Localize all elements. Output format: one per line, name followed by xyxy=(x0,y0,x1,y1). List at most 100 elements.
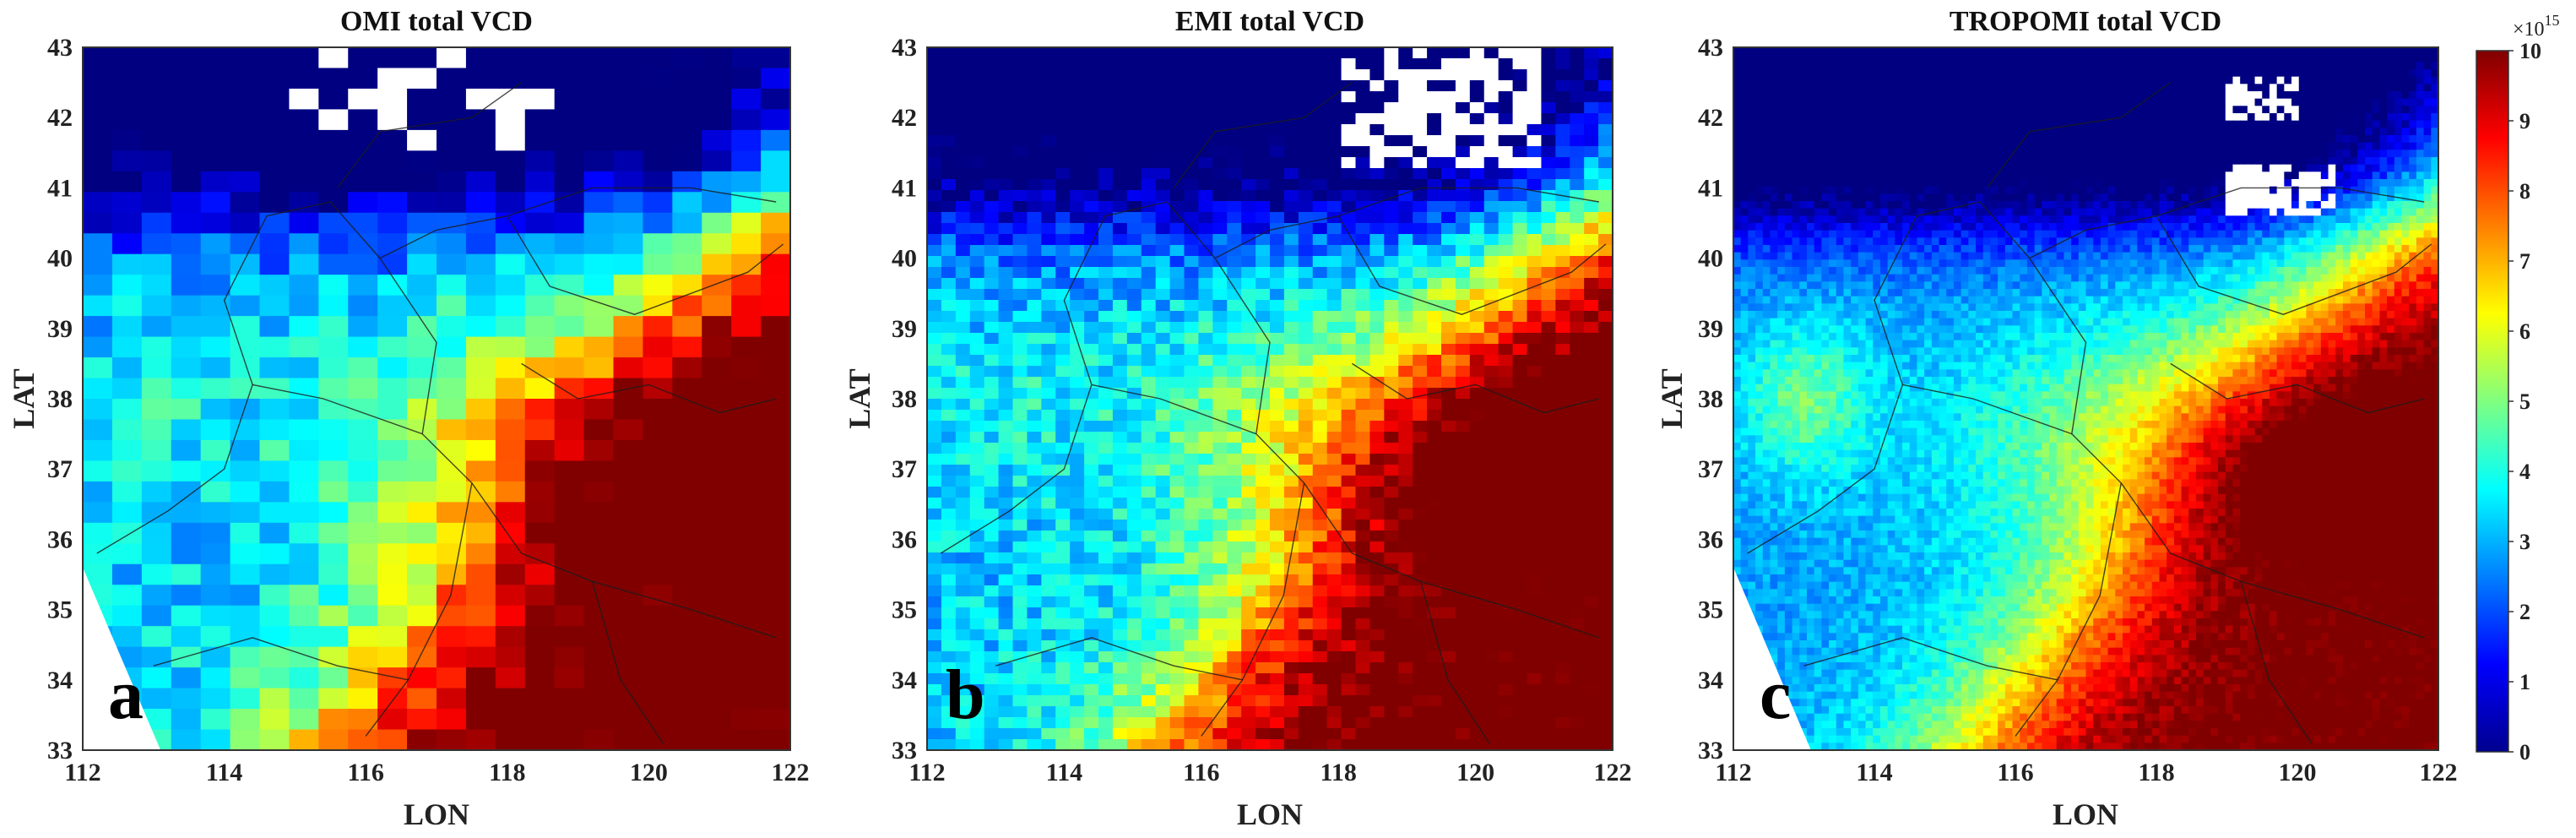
heatmap-cell xyxy=(1990,84,1998,92)
heatmap-cell xyxy=(1326,498,1342,509)
heatmap-cell xyxy=(141,316,172,338)
heatmap-cell xyxy=(2100,113,2109,122)
heatmap-cell xyxy=(1398,673,1413,685)
heatmap-cell xyxy=(2137,76,2145,85)
heatmap-cell xyxy=(969,432,985,443)
heatmap-cell xyxy=(1084,278,1099,290)
heatmap-cell xyxy=(1512,585,1528,597)
heatmap-cell xyxy=(1283,201,1299,213)
heatmap-cell xyxy=(495,109,526,131)
heatmap-cell xyxy=(1427,629,1442,641)
heatmap-cell xyxy=(1098,333,1114,345)
heatmap-cell xyxy=(1326,465,1342,476)
heatmap-cell xyxy=(1212,190,1228,202)
heatmap-cell xyxy=(2203,62,2212,70)
heatmap-cell xyxy=(1169,47,1185,59)
heatmap-cell xyxy=(1355,454,1371,465)
heatmap-cell xyxy=(1227,201,1242,213)
heatmap-cell xyxy=(761,109,790,131)
heatmap-cell xyxy=(2085,69,2094,78)
heatmap-cell xyxy=(200,233,231,255)
heatmap-cell xyxy=(643,439,674,462)
heatmap-cell xyxy=(1141,322,1157,334)
heatmap-cell xyxy=(1298,278,1314,290)
heatmap-cell xyxy=(1598,388,1613,400)
heatmap-cell xyxy=(348,316,378,338)
heatmap-cell xyxy=(524,585,556,607)
heatmap-cell xyxy=(1198,454,1214,465)
heatmap-cell xyxy=(1770,84,1778,92)
heatmap-cell xyxy=(2167,98,2175,107)
heatmap-cell xyxy=(1155,146,1171,158)
heatmap-cell xyxy=(2020,106,2028,114)
heatmap-cell xyxy=(377,522,408,545)
heatmap-cell xyxy=(583,212,615,235)
heatmap-cell xyxy=(998,256,1014,268)
heatmap-cell xyxy=(1198,640,1214,652)
heatmap-cell xyxy=(1917,91,1925,100)
heatmap-cell xyxy=(1326,487,1342,498)
heatmap-cell xyxy=(2100,76,2109,85)
heatmap-cell xyxy=(1584,377,1599,389)
y-tick-label: 42 xyxy=(892,104,917,132)
heatmap-cell xyxy=(1541,91,1557,103)
heatmap-cell xyxy=(1070,388,1085,400)
heatmap-cell xyxy=(1155,454,1171,465)
heatmap-cell xyxy=(1155,245,1171,257)
heatmap-cell xyxy=(613,626,644,648)
heatmap-cell xyxy=(583,626,615,648)
heatmap-cell xyxy=(495,192,526,214)
heatmap-cell xyxy=(761,47,790,69)
heatmap-cell xyxy=(2372,84,2381,92)
heatmap-cell xyxy=(1469,695,1485,707)
heatmap-cell xyxy=(1483,509,1500,520)
heatmap-cell xyxy=(761,729,790,750)
heatmap-cell xyxy=(969,684,985,696)
heatmap-cell xyxy=(1270,333,1285,345)
heatmap-cell xyxy=(1498,300,1514,312)
heatmap-cell xyxy=(1598,344,1613,356)
heatmap-cell xyxy=(2020,91,2028,100)
heatmap-cell xyxy=(1084,585,1099,597)
heatmap-cell xyxy=(1326,190,1342,202)
heatmap-cell xyxy=(2151,98,2161,107)
heatmap-cell xyxy=(1584,432,1599,443)
heatmap-cell xyxy=(1740,106,1749,114)
heatmap-cell xyxy=(1255,531,1271,542)
heatmap-cell xyxy=(1369,47,1386,59)
heatmap-cell xyxy=(1512,531,1528,542)
heatmap-cell xyxy=(1012,421,1028,433)
heatmap-cell xyxy=(1469,662,1485,674)
heatmap-cell xyxy=(1998,98,2006,107)
heatmap-cell xyxy=(1829,113,1837,122)
heatmap-cell xyxy=(1469,179,1485,191)
heatmap-cell xyxy=(2306,113,2314,122)
heatmap-cell xyxy=(1960,62,1970,70)
heatmap-cell xyxy=(1584,256,1599,268)
heatmap-cell xyxy=(1169,476,1185,487)
heatmap-cell xyxy=(2335,98,2344,107)
heatmap-cell xyxy=(1270,673,1285,685)
heatmap-cell xyxy=(1398,58,1413,70)
heatmap-cell xyxy=(984,322,1000,334)
heatmap-cell xyxy=(1584,69,1599,81)
heatmap-cell xyxy=(927,58,942,70)
heatmap-cell xyxy=(672,212,703,235)
heatmap-cell xyxy=(1255,278,1271,290)
heatmap-cell xyxy=(377,68,408,90)
heatmap-cell xyxy=(2056,98,2065,107)
heatmap-cell xyxy=(1441,289,1456,301)
heatmap-cell xyxy=(1455,476,1471,487)
plot-frame xyxy=(926,46,1613,751)
heatmap-cell xyxy=(465,460,496,482)
heatmap-cell xyxy=(1070,629,1085,641)
heatmap-cell xyxy=(1270,58,1285,70)
heatmap-cell xyxy=(1126,607,1142,619)
heatmap-cell xyxy=(1541,278,1557,290)
heatmap-cell xyxy=(200,253,231,275)
heatmap-cell xyxy=(407,626,437,648)
heatmap-cell xyxy=(1733,76,1742,85)
heatmap-cell xyxy=(1198,509,1214,520)
heatmap-cell xyxy=(761,275,790,297)
heatmap-cell xyxy=(1541,509,1557,520)
